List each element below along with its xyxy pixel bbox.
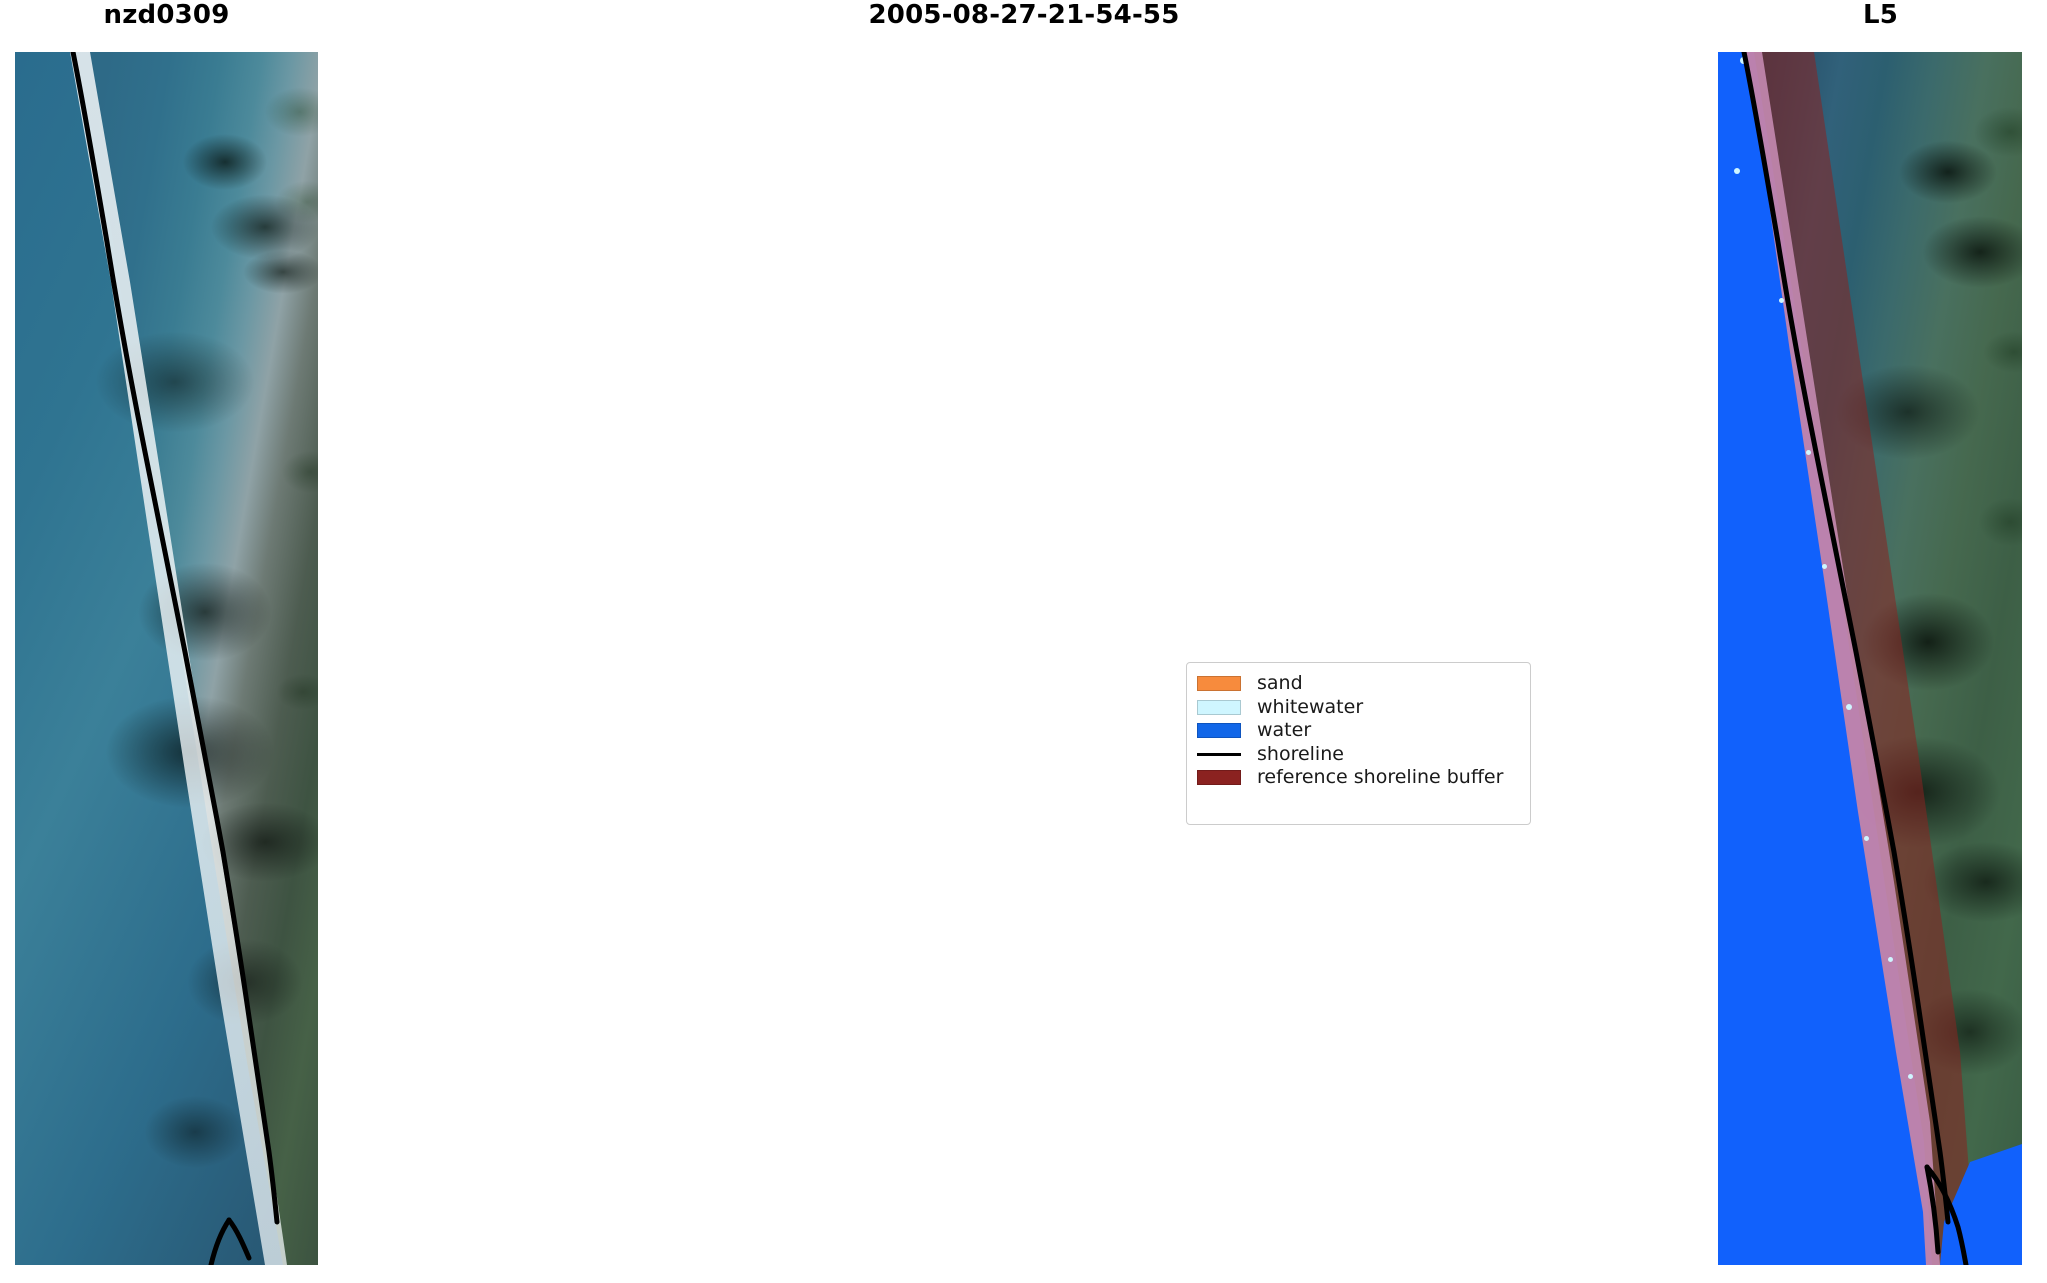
rgb-surf-zone <box>15 52 318 1265</box>
legend-label-reference-shoreline-buffer: reference shoreline buffer <box>1257 766 1504 789</box>
panel-index-title: L5 <box>1862 0 1899 30</box>
panel-classified: 2005-08-27-21-54-55 <box>846 0 2022 1283</box>
legend-label-water: water <box>1257 719 1312 742</box>
legend-swatch-sand <box>1197 676 1241 692</box>
panel-classified-title: 2005-08-27-21-54-55 <box>868 0 1180 30</box>
legend-swatch-reference-shoreline-buffer <box>1197 770 1241 786</box>
panel-rgb-title: nzd0309 <box>103 0 230 30</box>
legend-item-reference-shoreline-buffer[interactable]: reference shoreline buffer <box>1197 766 1520 790</box>
legend-label-sand: sand <box>1257 672 1303 695</box>
legend-item-whitewater[interactable]: whitewater <box>1197 696 1520 720</box>
legend-line-shoreline <box>1197 752 1241 756</box>
panel-classified-image <box>1718 52 2022 1265</box>
legend-item-water[interactable]: water <box>1197 719 1520 743</box>
legend-item-shoreline[interactable]: shoreline <box>1197 743 1520 767</box>
legend-label-shoreline: shoreline <box>1257 742 1344 765</box>
legend-swatch-water <box>1197 723 1241 739</box>
panel-index: L5 <box>1714 0 2047 1283</box>
legend-item-sand[interactable]: sand <box>1197 672 1520 696</box>
legend-swatch-whitewater <box>1197 699 1241 715</box>
panel-rgb: nzd0309 <box>0 0 333 1283</box>
legend-label-whitewater: whitewater <box>1257 695 1364 718</box>
panel-rgb-image <box>15 52 318 1265</box>
legend-box: sand whitewater water shoreline referenc… <box>1186 662 1531 825</box>
